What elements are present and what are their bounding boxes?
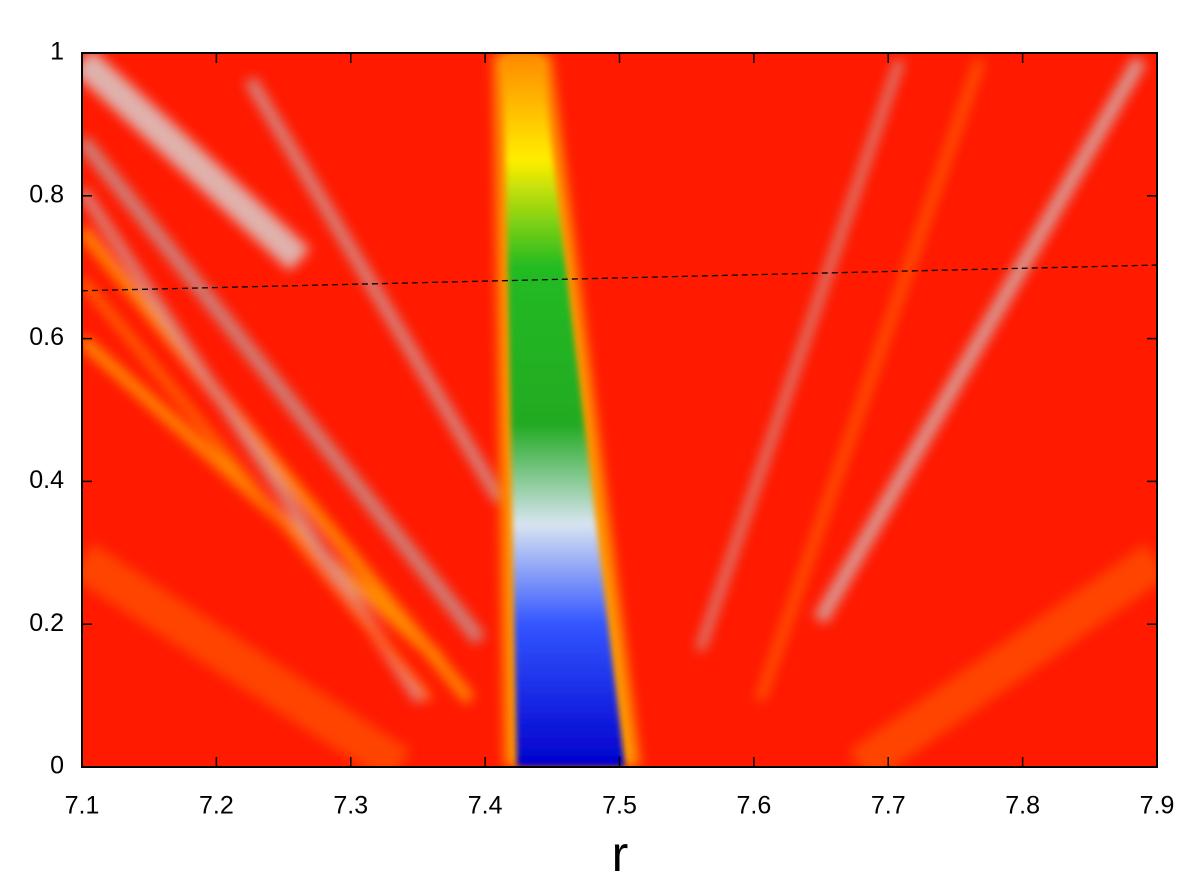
x-tick-label: 7.2 — [199, 792, 234, 820]
y-tick-label: 0.6 — [29, 323, 64, 351]
y-tick-label: 0.4 — [29, 466, 64, 494]
y-tick-label: 0 — [50, 752, 64, 780]
x-tick-label: 7.6 — [736, 792, 771, 820]
heatmap — [82, 53, 1157, 767]
x-axis-label: r — [612, 826, 629, 882]
y-tick-label: 0.2 — [29, 609, 64, 637]
x-tick-label: 7.4 — [468, 792, 503, 820]
x-tick-label: 7.8 — [1005, 792, 1040, 820]
heatmap-streaks — [82, 53, 1157, 767]
y-tick-label: 1 — [50, 38, 64, 66]
x-tick-label: 7.1 — [65, 792, 100, 820]
x-tick-label: 7.5 — [602, 792, 637, 820]
x-tick-label: 7.7 — [871, 792, 906, 820]
y-tick-label: 0.8 — [29, 180, 64, 208]
heatmap-core — [504, 53, 625, 767]
x-tick-label: 7.9 — [1140, 792, 1175, 820]
x-tick-label: 7.3 — [333, 792, 368, 820]
